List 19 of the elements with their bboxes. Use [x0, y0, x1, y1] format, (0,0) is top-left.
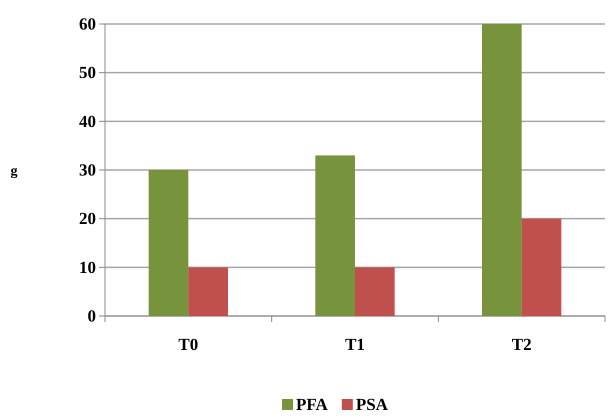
y-tick-label: 60	[79, 14, 96, 34]
bar	[522, 218, 562, 316]
legend-label: PFA	[296, 395, 329, 414]
x-tick-label: T1	[345, 335, 365, 354]
y-tick-label: 20	[79, 209, 96, 228]
bar	[148, 170, 188, 316]
y-axis-title: g	[10, 164, 18, 179]
y-tick-label: 10	[79, 258, 96, 277]
bar	[315, 155, 355, 316]
legend-label: PSA	[356, 395, 389, 414]
bar	[482, 24, 522, 316]
y-tick-label: 50	[79, 63, 96, 82]
x-tick-label: T2	[512, 335, 532, 354]
y-tick-label: 30	[79, 160, 96, 180]
y-tick-label: 0	[88, 306, 96, 326]
y-tick-label: 40	[79, 112, 96, 131]
bar	[355, 267, 395, 316]
x-tick-label: T0	[178, 335, 198, 354]
bar	[188, 267, 228, 316]
